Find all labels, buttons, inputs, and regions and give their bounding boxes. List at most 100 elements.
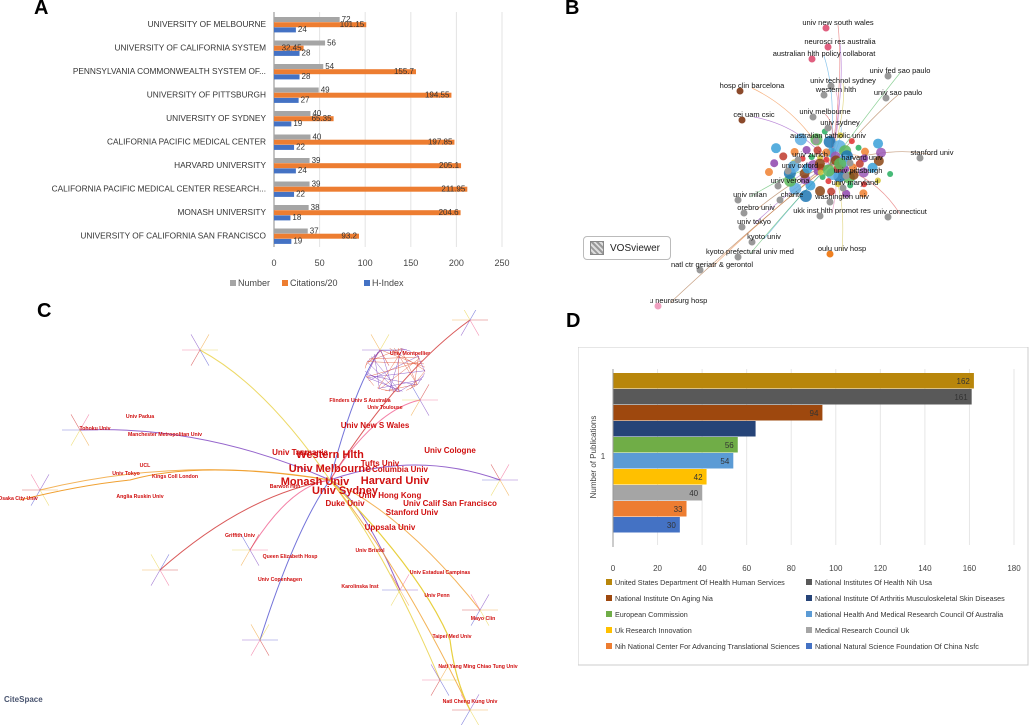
network-node bbox=[842, 189, 851, 198]
data-label: 56 bbox=[725, 441, 734, 450]
network-label: Tohoku Univ bbox=[79, 426, 110, 432]
network-edge bbox=[390, 574, 401, 591]
network-label: Harvard Univ bbox=[361, 475, 430, 487]
network-edge bbox=[377, 348, 404, 389]
legend-swatch bbox=[606, 611, 612, 617]
network-node bbox=[882, 94, 890, 102]
network-node bbox=[839, 184, 847, 192]
category-label: CALIFORNIA PACIFIC MEDICAL CENTER bbox=[107, 137, 266, 147]
network-edge bbox=[410, 370, 426, 390]
network-edge bbox=[380, 350, 394, 393]
network-edge bbox=[470, 609, 481, 626]
network-edge bbox=[410, 384, 421, 401]
network-edge bbox=[259, 479, 331, 641]
network-edge bbox=[463, 310, 471, 321]
network-node bbox=[771, 143, 782, 154]
data-label: 19 bbox=[293, 237, 302, 246]
y-category-label: 1 bbox=[601, 452, 606, 461]
network-node bbox=[873, 155, 884, 166]
network-node bbox=[764, 168, 773, 177]
network-label: Univ Calif San Francisco bbox=[403, 499, 497, 508]
network-node bbox=[734, 253, 742, 261]
data-label: 24 bbox=[298, 166, 307, 175]
data-label: 65.35 bbox=[312, 114, 333, 123]
legend-swatch bbox=[606, 627, 612, 633]
network-node bbox=[884, 72, 892, 80]
data-label: 40 bbox=[312, 132, 321, 141]
network-label: Univ Melbourne bbox=[289, 463, 372, 475]
bar-number bbox=[274, 181, 310, 187]
network-node bbox=[790, 147, 799, 156]
category-label: UNIVERSITY OF CALIFORNIA SYSTEM bbox=[114, 43, 266, 53]
vosviewer-badge: VOSviewer bbox=[583, 236, 671, 260]
network-edge bbox=[469, 694, 480, 711]
network-label: western hlth bbox=[815, 85, 856, 94]
data-label: 24 bbox=[298, 25, 307, 34]
network-label: australian catholic univ bbox=[790, 131, 866, 140]
network-node bbox=[837, 132, 844, 139]
network-label: cei uam csic bbox=[733, 110, 775, 119]
network-edge bbox=[79, 429, 331, 481]
network-node bbox=[654, 302, 662, 310]
network-label: univ melbourne bbox=[799, 107, 850, 116]
network-edge bbox=[470, 594, 481, 611]
data-label: 54 bbox=[720, 457, 729, 466]
bar-number bbox=[274, 87, 319, 93]
network-edge bbox=[367, 350, 382, 362]
network-label: Flinders Univ S Australia bbox=[329, 398, 390, 404]
bar-h-index bbox=[274, 191, 295, 197]
legend-label: United States Department Of Health Human… bbox=[615, 578, 785, 587]
category-label: UNIVERSITY OF SYDNEY bbox=[166, 113, 266, 123]
network-edge bbox=[406, 385, 417, 391]
network-node bbox=[876, 147, 887, 158]
panel-b-vosviewer-network: univ new south wales neurosci res austral… bbox=[650, 18, 954, 310]
network-edge bbox=[499, 464, 510, 481]
network-label: toritsu neurosurg hosp bbox=[650, 296, 707, 305]
network-label: Natl Cheng Kung Univ bbox=[443, 699, 498, 705]
x-tick-label: 250 bbox=[494, 258, 509, 268]
network-label: univ tokyo bbox=[737, 217, 771, 226]
network-label: UCL bbox=[140, 463, 151, 469]
data-label: 39 bbox=[312, 179, 321, 188]
panel-a-bar-chart: 0 50 100 150 200 250 UNIVERSITY OF MELBOURNE 72… bbox=[52, 12, 510, 288]
network-edge bbox=[469, 319, 480, 336]
network-edge bbox=[190, 349, 201, 366]
network-edge bbox=[369, 356, 420, 360]
network-node bbox=[740, 209, 748, 217]
network-node bbox=[808, 154, 815, 161]
network-edge bbox=[159, 554, 170, 571]
network-label: univ new south wales bbox=[802, 18, 874, 27]
bar-citations-20 bbox=[274, 45, 304, 51]
bar-h-index bbox=[274, 121, 292, 127]
network-edge bbox=[393, 347, 418, 385]
network-label: Barwon Hlth bbox=[270, 484, 301, 490]
network-node bbox=[817, 169, 824, 176]
network-edge bbox=[329, 479, 401, 591]
bar-h-index bbox=[274, 50, 300, 56]
network-node bbox=[820, 91, 828, 99]
network-node bbox=[824, 43, 832, 51]
data-label: 28 bbox=[302, 72, 311, 81]
network-node bbox=[823, 135, 836, 148]
category-label: UNIVERSITY OF MELBOURNE bbox=[148, 19, 267, 29]
network-edge bbox=[364, 371, 399, 393]
network-node bbox=[874, 177, 881, 184]
x-tick-label: 0 bbox=[611, 564, 616, 573]
vosviewer-badge-label: VOSviewer bbox=[610, 242, 661, 254]
network-edge bbox=[753, 116, 831, 166]
network-label: neurosci res australia bbox=[804, 37, 876, 46]
bar-number bbox=[274, 205, 309, 210]
legend-swatch bbox=[806, 579, 812, 585]
network-node bbox=[770, 159, 779, 168]
network-label: charite bbox=[781, 190, 804, 199]
network-label: natl ctr geriatr & gerontol bbox=[671, 260, 753, 269]
bar-number bbox=[274, 228, 308, 234]
network-edge bbox=[329, 479, 471, 711]
bar-h-index bbox=[274, 168, 296, 174]
legend-label: National Institute Of Arthritis Musculos… bbox=[815, 594, 1005, 603]
network-edge bbox=[30, 474, 41, 491]
network-edge bbox=[329, 479, 481, 611]
network-label: univ zurich bbox=[792, 150, 828, 159]
data-label: 54 bbox=[325, 62, 334, 71]
bar-citations-20 bbox=[274, 116, 334, 122]
